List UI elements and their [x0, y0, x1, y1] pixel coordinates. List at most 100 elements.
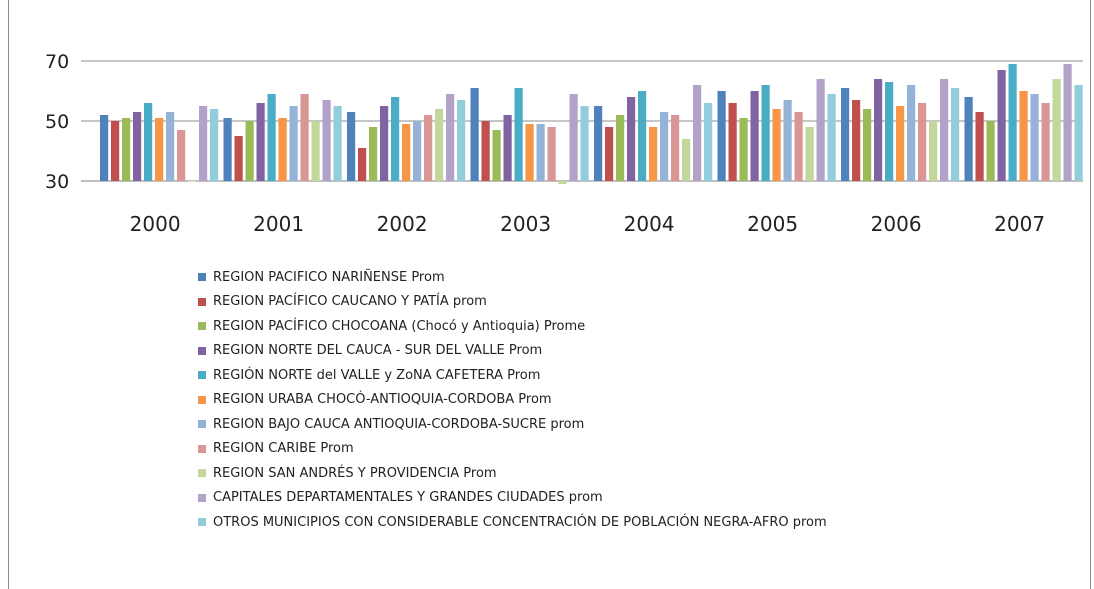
legend-item: CAPITALES DEPARTAMENTALES Y GRANDES CIUD… [198, 486, 827, 511]
bar [794, 112, 803, 181]
bar [300, 94, 309, 181]
bar [133, 112, 142, 181]
bar [841, 88, 850, 181]
legend-swatch [198, 493, 206, 502]
bar [100, 115, 109, 181]
x-tick-label: 2001 [253, 212, 304, 236]
x-tick-label: 2002 [377, 212, 428, 236]
bar [783, 100, 792, 181]
bar [536, 124, 545, 181]
bar [761, 85, 770, 181]
bar [1074, 85, 1083, 181]
legend-swatch [198, 395, 206, 404]
legend-label: REGIÓN NORTE del VALLE y ZoNA CAFETERA P… [213, 367, 541, 383]
bar [1052, 79, 1061, 181]
bar [223, 118, 232, 181]
bar [728, 103, 737, 181]
legend-swatch [198, 420, 206, 429]
legend-item: REGION SAN ANDRÉS Y PROVIDENCIA Prom [198, 461, 827, 486]
legend-label: REGION BAJO CAUCA ANTIOQUIA-CORDOBA-SUCR… [213, 416, 585, 432]
legend-label: REGION SAN ANDRÉS Y PROVIDENCIA Prom [213, 465, 497, 481]
bar [234, 136, 243, 181]
bar [638, 91, 647, 181]
legend-swatch [198, 469, 206, 478]
x-tick-label: 2004 [624, 212, 675, 236]
bar [772, 109, 781, 181]
x-tick-label: 2005 [747, 212, 798, 236]
legend-label: REGION NORTE DEL CAUCA - SUR DEL VALLE P… [213, 343, 543, 359]
legend-swatch [198, 371, 206, 380]
bar [446, 94, 455, 181]
bar [885, 82, 894, 181]
bar [929, 121, 938, 181]
legend-item: REGION PACIFICO NARIÑENSE Prom [198, 265, 827, 290]
bar [525, 124, 534, 181]
bar [569, 94, 578, 181]
chart-frame: 30 50 70 2000 2001 2002 2003 2004 2005 2006 2007 R… [8, 0, 1091, 589]
bar [514, 88, 523, 181]
bar [457, 100, 466, 181]
legend-label: REGION PACÍFICO CHOCOANA (Chocó y Antioq… [213, 318, 586, 334]
bar [424, 115, 433, 181]
bar [210, 109, 219, 181]
bar [1008, 64, 1017, 181]
bar [558, 181, 567, 184]
bar [1019, 91, 1028, 181]
bar [188, 181, 197, 182]
legend-label: REGION URABA CHOCÓ-ANTIOQUIA-CORDOBA Pro… [213, 392, 552, 408]
bar [660, 112, 669, 181]
bar [616, 115, 625, 181]
bar [896, 106, 905, 181]
y-tick-label: 70 [45, 51, 69, 73]
legend-item: REGION CARIBE Prom [198, 437, 827, 462]
bar [267, 94, 276, 181]
bar [380, 106, 389, 181]
legend-item: REGION PACÍFICO CHOCOANA (Chocó y Antioq… [198, 314, 827, 339]
bar [739, 118, 748, 181]
bar [907, 85, 916, 181]
legend-item: REGION NORTE DEL CAUCA - SUR DEL VALLE P… [198, 339, 827, 364]
bar [750, 91, 759, 181]
bar [369, 127, 378, 181]
bar [166, 112, 175, 181]
bar [481, 121, 490, 181]
bar [940, 79, 949, 181]
bar [492, 130, 501, 181]
bar [1041, 103, 1050, 181]
bar [111, 121, 120, 181]
legend-item: REGION URABA CHOCÓ-ANTIOQUIA-CORDOBA Pro… [198, 388, 827, 413]
bar [918, 103, 927, 181]
bar [863, 109, 872, 181]
bar [547, 127, 556, 181]
bar [256, 103, 265, 181]
legend-label: OTROS MUNICIPIOS CON CONSIDERABLE CONCEN… [213, 514, 827, 530]
plot-area: 30 50 70 2000 2001 2002 2003 2004 2005 2006 2007 [45, 51, 1083, 236]
bar [594, 106, 603, 181]
bar [347, 112, 356, 181]
bar [704, 103, 713, 181]
bar [682, 139, 691, 181]
bar [805, 127, 814, 181]
bar [391, 97, 400, 181]
bar [144, 103, 153, 181]
bar [1063, 64, 1072, 181]
bar [289, 106, 298, 181]
bar [245, 121, 254, 181]
bar [122, 118, 131, 181]
y-tick-label: 50 [45, 111, 69, 133]
bar [470, 88, 479, 181]
bar [199, 106, 208, 181]
bar [322, 100, 331, 181]
bar [503, 115, 512, 181]
bar [827, 94, 836, 181]
legend-item: REGION PACÍFICO CAUCANO Y PATÍA prom [198, 290, 827, 315]
legend-label: REGION PACIFICO NARIÑENSE Prom [213, 269, 445, 285]
legend-item: OTROS MUNICIPIOS CON CONSIDERABLE CONCEN… [198, 510, 827, 535]
bar [278, 118, 287, 181]
legend-item: REGION BAJO CAUCA ANTIOQUIA-CORDOBA-SUCR… [198, 412, 827, 437]
legend-swatch [198, 346, 206, 355]
legend-swatch [198, 444, 206, 453]
bar [177, 130, 186, 181]
bar [649, 127, 658, 181]
bar [413, 121, 422, 181]
